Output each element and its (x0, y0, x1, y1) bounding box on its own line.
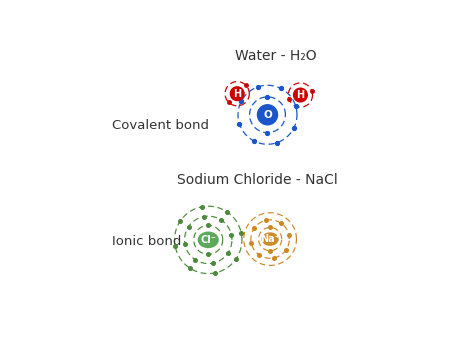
Text: Covalent bond: Covalent bond (112, 119, 209, 132)
Ellipse shape (198, 232, 218, 248)
Text: H: H (233, 89, 241, 99)
Circle shape (293, 88, 307, 102)
Text: Water - H₂O: Water - H₂O (234, 49, 316, 63)
Text: H: H (297, 90, 305, 100)
Text: O: O (263, 110, 272, 120)
Text: Na⁺: Na⁺ (260, 234, 280, 244)
Text: Ionic bond: Ionic bond (112, 235, 181, 248)
Ellipse shape (262, 233, 278, 245)
Text: Cl⁻: Cl⁻ (200, 235, 216, 245)
Circle shape (257, 105, 278, 125)
Circle shape (230, 87, 244, 101)
Text: Sodium Chloride - NaCl: Sodium Chloride - NaCl (176, 173, 338, 187)
